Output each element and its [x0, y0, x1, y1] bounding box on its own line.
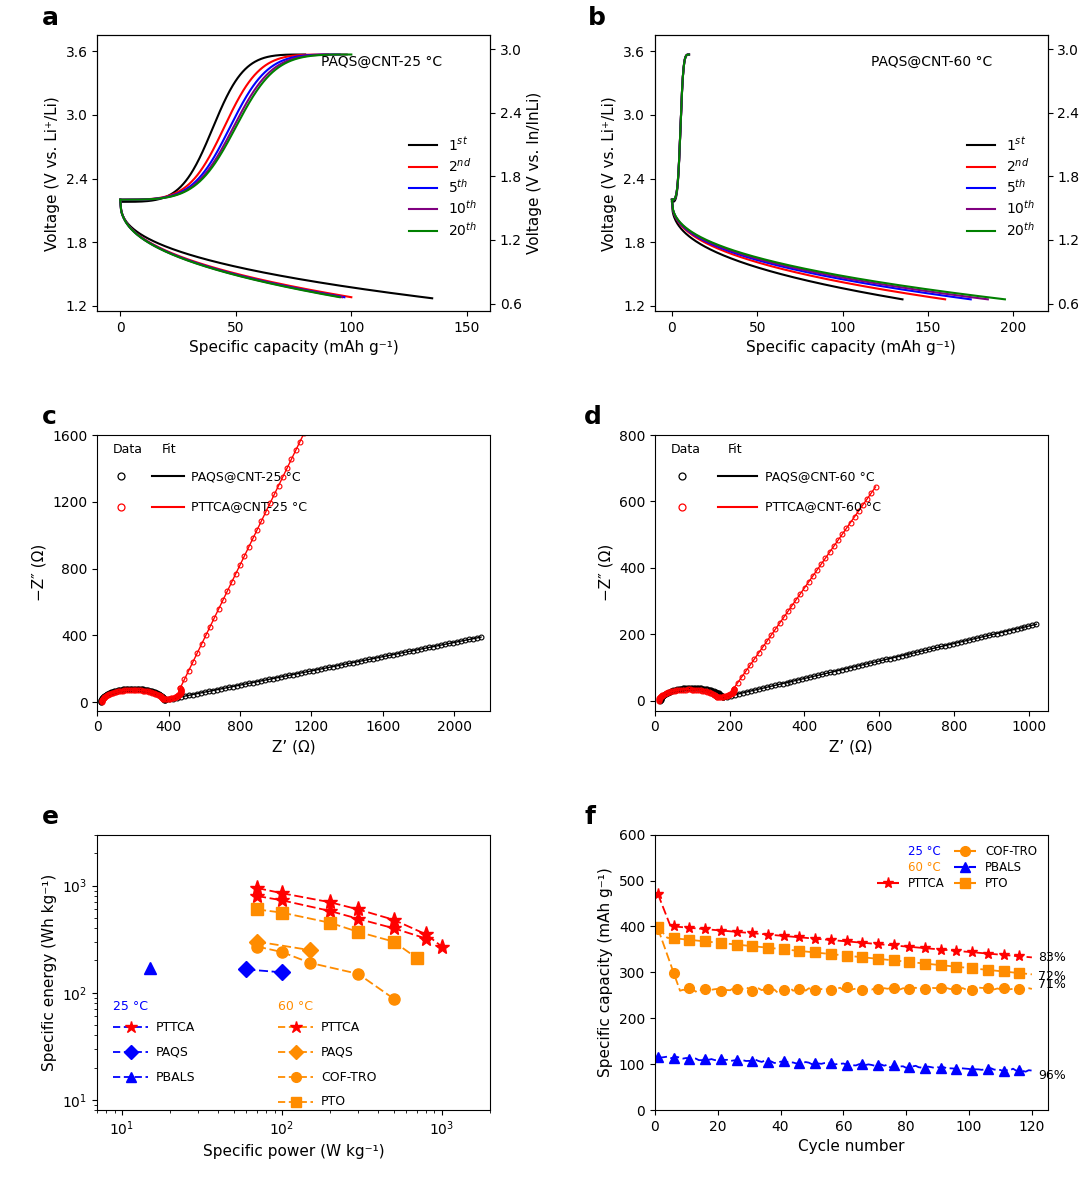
Text: a: a: [42, 6, 59, 30]
Text: PAQS@CNT-60 °C: PAQS@CNT-60 °C: [870, 54, 993, 68]
Text: d: d: [584, 405, 602, 430]
Y-axis label: Specific energy (Wh kg⁻¹): Specific energy (Wh kg⁻¹): [42, 874, 57, 1071]
Text: PAQS@CNT-60 °C: PAQS@CNT-60 °C: [765, 470, 875, 483]
Legend: 1$^{st}$, 2$^{nd}$, 5$^{th}$, 10$^{th}$, 20$^{th}$: 1$^{st}$, 2$^{nd}$, 5$^{th}$, 10$^{th}$,…: [961, 130, 1041, 244]
X-axis label: Z’ (Ω): Z’ (Ω): [272, 739, 315, 755]
Text: PTO: PTO: [321, 1095, 347, 1109]
Text: PAQS@CNT-25 °C: PAQS@CNT-25 °C: [321, 54, 442, 68]
X-axis label: Specific power (W kg⁻¹): Specific power (W kg⁻¹): [203, 1144, 384, 1159]
Text: 72%: 72%: [1038, 970, 1066, 983]
Text: 60 °C: 60 °C: [278, 1000, 313, 1013]
Y-axis label: −Z″ (Ω): −Z″ (Ω): [598, 544, 613, 601]
Y-axis label: Voltage (V vs. Li⁺/Li): Voltage (V vs. Li⁺/Li): [44, 96, 59, 250]
Text: f: f: [584, 805, 595, 829]
Legend: 25 °C, 60 °C, PTTCA, COF-TRO, PBALS, PTO: 25 °C, 60 °C, PTTCA, COF-TRO, PBALS, PTO: [873, 841, 1042, 895]
Text: PTTCA@CNT-25 °C: PTTCA@CNT-25 °C: [191, 500, 308, 514]
Text: COF-TRO: COF-TRO: [321, 1070, 377, 1084]
Text: PTTCA@CNT-60 °C: PTTCA@CNT-60 °C: [765, 500, 881, 514]
X-axis label: Specific capacity (mAh g⁻¹): Specific capacity (mAh g⁻¹): [189, 340, 399, 355]
X-axis label: Z’ (Ω): Z’ (Ω): [829, 739, 873, 755]
Text: Fit: Fit: [162, 443, 177, 456]
Text: Data: Data: [671, 443, 701, 456]
Text: Data: Data: [113, 443, 143, 456]
Text: 96%: 96%: [1038, 1069, 1066, 1082]
Y-axis label: Voltage (V vs. Li⁺/Li): Voltage (V vs. Li⁺/Li): [603, 96, 618, 250]
Text: PAQS: PAQS: [157, 1045, 189, 1059]
Y-axis label: Specific capacity (mAh g⁻¹): Specific capacity (mAh g⁻¹): [598, 868, 613, 1077]
Y-axis label: −Z″ (Ω): −Z″ (Ω): [31, 544, 46, 601]
Text: 83%: 83%: [1038, 951, 1066, 964]
Text: PBALS: PBALS: [157, 1070, 195, 1084]
Y-axis label: Voltage (V vs. In/InLi): Voltage (V vs. In/InLi): [527, 92, 542, 254]
Legend: 1$^{st}$, 2$^{nd}$, 5$^{th}$, 10$^{th}$, 20$^{th}$: 1$^{st}$, 2$^{nd}$, 5$^{th}$, 10$^{th}$,…: [404, 130, 483, 244]
Text: b: b: [589, 6, 606, 30]
X-axis label: Specific capacity (mAh g⁻¹): Specific capacity (mAh g⁻¹): [746, 340, 956, 355]
Text: PTTCA: PTTCA: [321, 1020, 361, 1035]
Text: PTTCA: PTTCA: [157, 1020, 195, 1035]
Text: PAQS: PAQS: [321, 1045, 354, 1059]
Text: 71%: 71%: [1038, 978, 1066, 991]
Text: 25 °C: 25 °C: [113, 1000, 148, 1013]
Text: PAQS@CNT-25 °C: PAQS@CNT-25 °C: [191, 470, 301, 483]
Text: e: e: [42, 805, 59, 829]
X-axis label: Cycle number: Cycle number: [798, 1140, 904, 1154]
Text: c: c: [42, 405, 57, 430]
Text: Fit: Fit: [728, 443, 742, 456]
